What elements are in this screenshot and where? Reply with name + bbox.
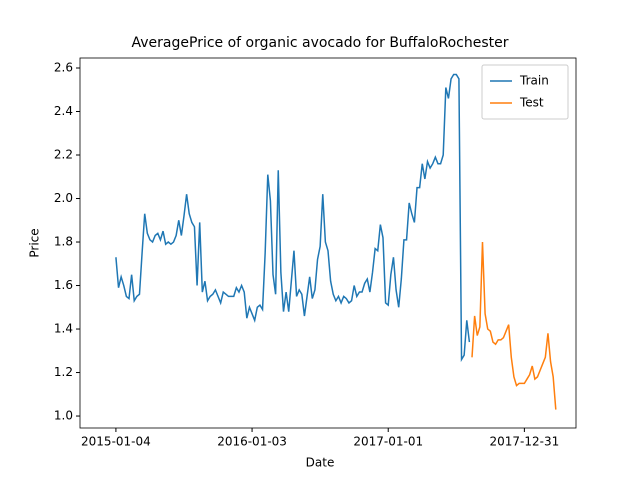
y-tick-label: 2.4 <box>54 104 73 118</box>
y-tick-label: 2.6 <box>54 61 73 75</box>
legend-label: Train <box>519 74 549 88</box>
y-tick-label: 2.2 <box>54 148 73 162</box>
y-tick-label: 1.0 <box>54 409 73 423</box>
y-tick-label: 1.6 <box>54 278 73 292</box>
legend-label: Test <box>519 96 544 110</box>
y-tick-label: 1.4 <box>54 322 73 336</box>
y-tick-label: 1.2 <box>54 365 73 379</box>
y-tick-label: 1.8 <box>54 235 73 249</box>
series-line <box>115 73 471 363</box>
plot-frame <box>79 57 577 429</box>
x-tick-label: 2016-01-03 <box>217 435 287 449</box>
chart-title: AveragePrice of organic avocado for Buff… <box>132 35 509 51</box>
x-tick-label: 2015-01-04 <box>81 435 151 449</box>
legend-box <box>481 64 569 120</box>
x-tick-label: 2017-01-01 <box>353 435 423 449</box>
series-line <box>471 241 557 410</box>
x-axis-label: Date <box>306 456 335 470</box>
x-tick-label: 2017-12-31 <box>490 435 560 449</box>
y-tick-label: 2.0 <box>54 191 73 205</box>
y-axis-label: Price <box>28 228 42 257</box>
